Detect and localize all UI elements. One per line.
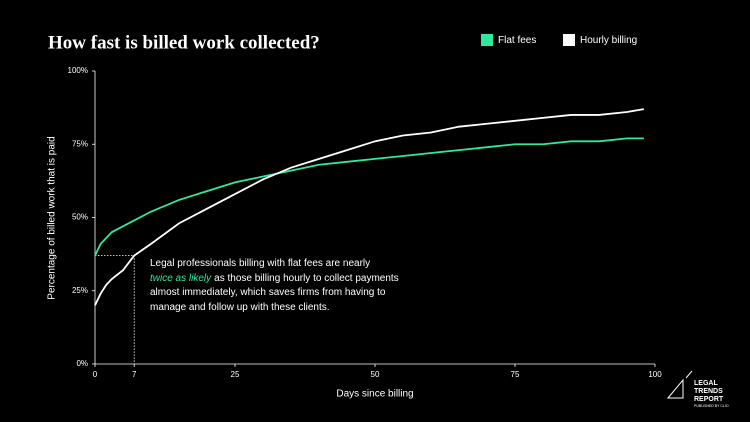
x-tick-label: 50	[371, 370, 380, 379]
y-tick-label: 50%	[72, 213, 88, 222]
annotation-text: as those billing hourly to collect payme…	[214, 272, 399, 284]
legend-label: Flat fees	[498, 35, 536, 46]
logo-text: TRENDS	[694, 388, 723, 395]
annotation: Legal professionals billing with flat fe…	[150, 257, 420, 315]
x-axis-label: Days since billing	[336, 389, 413, 400]
y-tick-label: 75%	[72, 139, 88, 148]
chart-title: How fast is billed work collected?	[48, 32, 320, 53]
y-axis-label: Percentage of billed work that is paid	[47, 136, 58, 299]
legend-swatch	[481, 34, 493, 46]
logo-text: LEGAL	[694, 380, 718, 387]
x-tick-label: 75	[511, 370, 520, 379]
annotation-line: almost immediately, which saves firms fr…	[150, 287, 386, 298]
line	[94, 108, 644, 306]
annotation-line: manage and follow up with these clients.	[150, 301, 330, 313]
legend-label: Hourly billing	[580, 35, 637, 46]
x-tick-label: 100	[648, 370, 662, 379]
x-tick-label: 0	[93, 370, 98, 379]
annotation-line: Legal professionals billing with flat fe…	[150, 258, 371, 269]
y-tick-label: 0%	[76, 359, 88, 368]
logo: LEGAL TRENDS REPORT PUBLISHED BY CLIO	[666, 370, 729, 408]
logo-mark	[666, 370, 693, 399]
logo-subtext: PUBLISHED BY CLIO	[694, 404, 729, 408]
y-tick-label: 100%	[68, 66, 88, 75]
annotation-emphasis: twice as likely	[150, 272, 212, 284]
x-tick-label: 25	[231, 370, 240, 379]
logo-text: REPORT	[694, 396, 724, 403]
legend-swatch	[563, 34, 575, 46]
y-tick-label: 25%	[72, 286, 88, 295]
annotation-line: twice as likely as those billing hourly t…	[150, 272, 420, 287]
x-tick-label: 7	[132, 370, 137, 379]
line	[94, 137, 644, 256]
guide-line	[95, 255, 135, 364]
